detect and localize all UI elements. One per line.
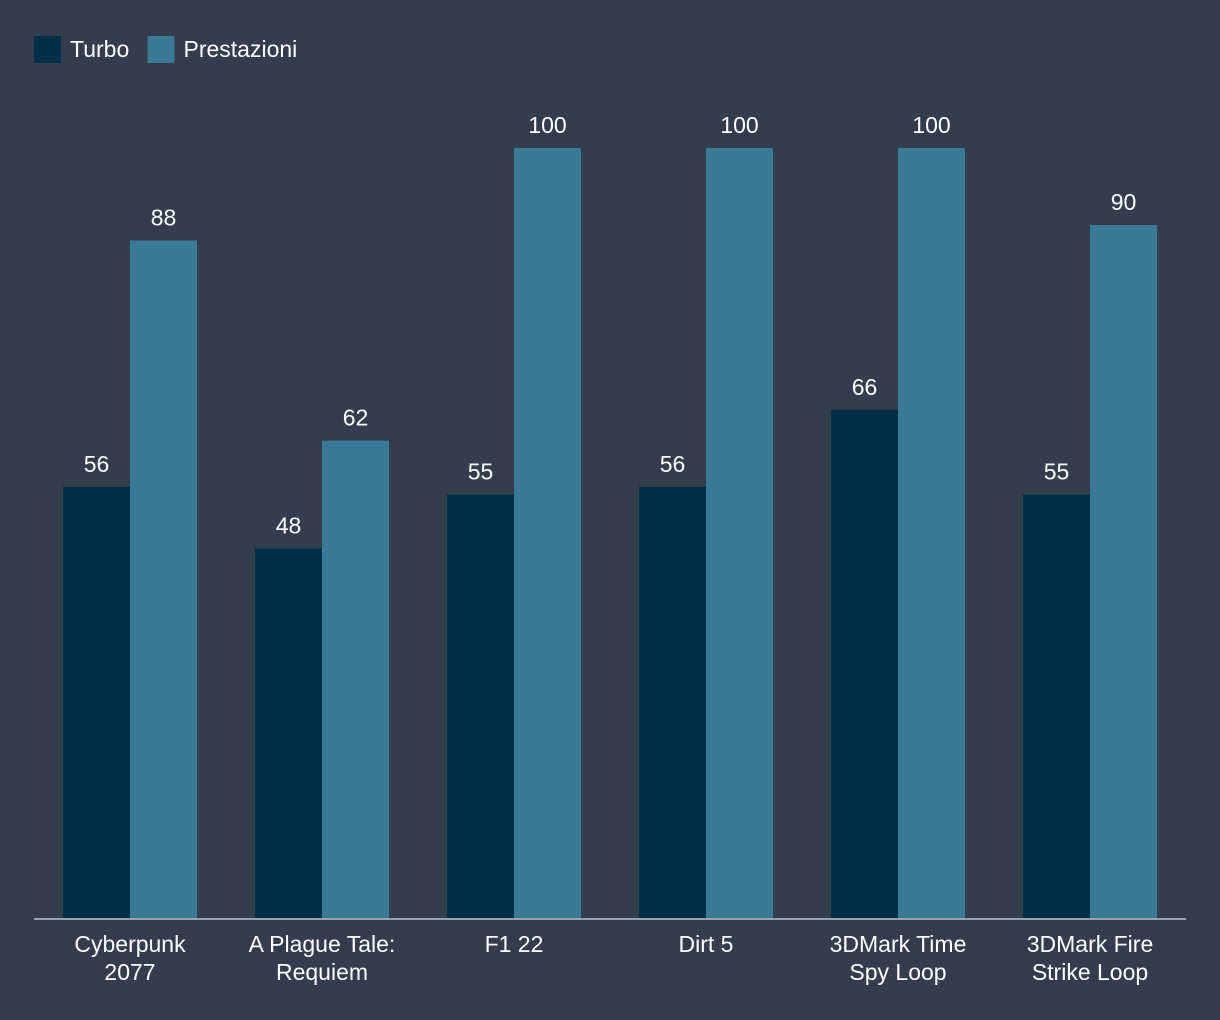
bar-0-5 xyxy=(1023,494,1090,918)
value-label-0-3: 56 xyxy=(660,451,686,477)
legend: Turbo Prestazioni xyxy=(34,36,297,63)
legend-swatch-1 xyxy=(147,36,175,63)
x-tick-label-line: A Plague Tale: xyxy=(249,931,396,957)
legend-swatch-0 xyxy=(34,36,61,63)
bar-1-0 xyxy=(130,240,197,918)
value-label-1-2: 100 xyxy=(528,112,566,138)
x-tick-label-line: Cyberpunk xyxy=(74,931,186,957)
value-label-1-5: 90 xyxy=(1111,189,1137,215)
x-tick-label-line: Spy Loop xyxy=(849,959,946,985)
value-label-0-5: 55 xyxy=(1044,459,1070,485)
value-label-0-1: 48 xyxy=(276,512,302,538)
value-label-1-0: 88 xyxy=(151,204,177,230)
bar-1-2 xyxy=(514,148,581,918)
x-tick-label-line: 2077 xyxy=(104,959,155,985)
x-tick-label-line: 3DMark Fire xyxy=(1027,931,1154,957)
value-label-1-4: 100 xyxy=(912,112,950,138)
x-tick-label-line: Dirt 5 xyxy=(679,931,734,957)
bar-1-1 xyxy=(322,440,389,918)
x-tick-label-line: 3DMark Time xyxy=(830,931,967,957)
x-tick-label-1: A Plague Tale: Requiem xyxy=(249,931,396,985)
bar-1-3 xyxy=(706,148,773,918)
x-tick-label-line: Requiem xyxy=(276,959,368,985)
bar-0-3 xyxy=(639,486,706,918)
legend-label-1: Prestazioni xyxy=(184,36,298,62)
value-label-1-1: 62 xyxy=(343,405,369,431)
bar-0-4 xyxy=(831,409,898,918)
x-tick-label-2: F1 22 xyxy=(485,931,544,957)
value-labels: 56 88 48 62 55 100 56 100 66 100 55 90 xyxy=(84,112,1137,538)
value-label-0-2: 55 xyxy=(468,459,494,485)
bars xyxy=(63,148,1157,918)
bar-0-2 xyxy=(447,494,514,918)
value-label-1-3: 100 xyxy=(720,112,758,138)
value-label-0-4: 66 xyxy=(852,374,878,400)
bar-0-0 xyxy=(63,486,130,918)
x-tick-label-5: 3DMark Fire Strike Loop xyxy=(1027,931,1154,985)
value-label-0-0: 56 xyxy=(84,451,110,477)
bar-0-1 xyxy=(255,548,322,918)
bar-1-4 xyxy=(898,148,965,918)
legend-label-0: Turbo xyxy=(70,36,129,62)
x-tick-label-line: F1 22 xyxy=(485,931,544,957)
x-tick-label-3: Dirt 5 xyxy=(679,931,734,957)
x-tick-label-line: Strike Loop xyxy=(1032,959,1148,985)
x-tick-labels: Cyberpunk 2077 A Plague Tale: Requiem F1 22 D… xyxy=(74,931,1153,985)
x-tick-label-4: 3DMark Time Spy Loop xyxy=(830,931,967,985)
x-tick-label-0: Cyberpunk 2077 xyxy=(74,931,186,985)
bar-1-5 xyxy=(1090,225,1157,918)
